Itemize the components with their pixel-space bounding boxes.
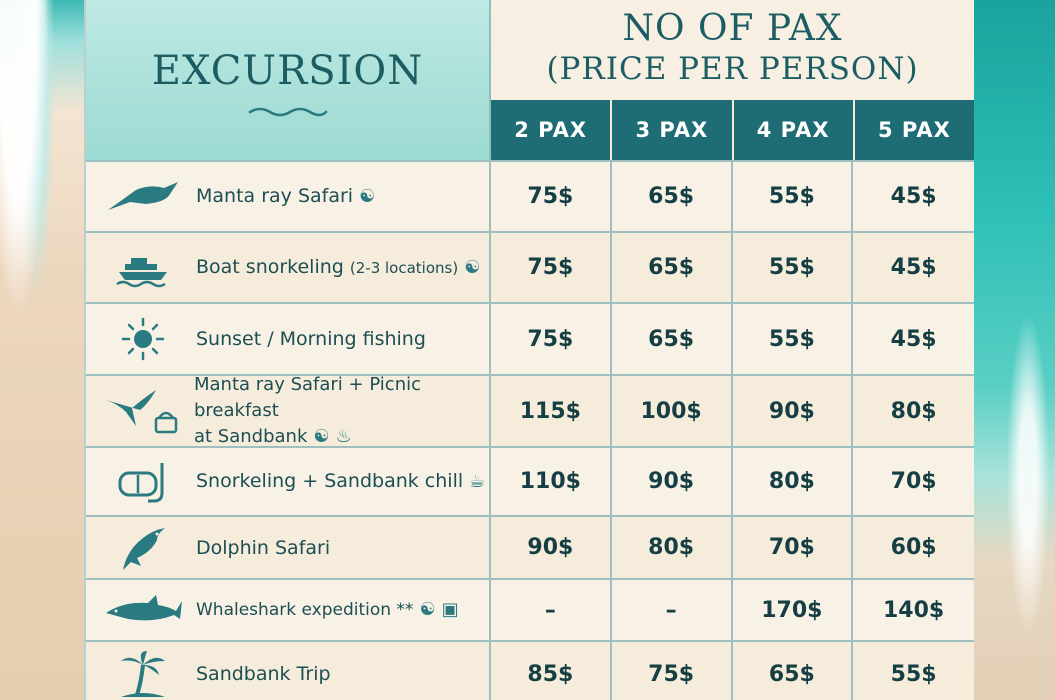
excursion-cell: Whaleshark expedition ** ☯ ▣ — [86, 580, 491, 640]
table-row: Dolphin Safari 90$ 80$ 70$ 60$ — [86, 515, 974, 578]
excursion-header: EXCURSION — [86, 0, 491, 160]
excursion-name: Manta ray Safari + Picnic breakfast at S… — [194, 372, 489, 450]
sun-icon — [104, 313, 182, 365]
excursion-name-text: Manta ray Safari — [196, 185, 354, 207]
table-row: Boat snorkeling (2-3 locations) ☯ 75$ 65$… — [86, 231, 974, 302]
excursion-table: Manta ray Safari ☯ 75$ 65$ 55$ 45$ Boat s… — [86, 160, 974, 700]
manta-ray-picnic-icon — [104, 385, 180, 437]
palm-tree-icon — [104, 648, 182, 700]
table-row: Whaleshark expedition ** ☯ ▣ – – 170$ 140$ — [86, 578, 974, 640]
pax-column-2: 2 PAX — [491, 100, 611, 160]
price-3-pax: 65$ — [612, 162, 733, 231]
price-3-pax: 80$ — [612, 517, 733, 578]
price-2-pax: 75$ — [491, 304, 612, 374]
pax-title: NO OF PAX — [622, 8, 843, 49]
pax-column-5: 5 PAX — [852, 100, 974, 160]
price-4-pax: 55$ — [733, 162, 854, 231]
whaleshark-icon — [104, 584, 182, 636]
excursion-cell: Boat snorkeling (2-3 locations) ☯ — [86, 233, 491, 302]
price-2-pax: – — [491, 580, 612, 640]
price-4-pax: 80$ — [733, 448, 854, 515]
drink-icon: ☕ — [469, 471, 486, 492]
table-row: Manta ray Safari ☯ 75$ 65$ 55$ 45$ — [86, 160, 974, 231]
snorkel-icon — [104, 456, 182, 508]
price-3-pax: – — [612, 580, 733, 640]
dolphin-icon — [104, 522, 182, 574]
price-4-pax: 65$ — [733, 642, 854, 700]
snorkel-mask-icon: ☯ — [359, 186, 376, 207]
price-5-pax: 70$ — [890, 469, 937, 494]
excursion-name-text: Boat snorkeling — [196, 256, 344, 278]
price-2-pax: 110$ — [491, 448, 612, 515]
excursion-name: Sandbank Trip — [196, 663, 331, 685]
excursion-cell: Manta ray Safari ☯ — [86, 162, 491, 231]
snorkel-mask-icon: ☯ — [313, 426, 330, 447]
price-5-pax: 140$ — [883, 597, 945, 623]
cutlery-icon: ♨ — [335, 426, 352, 447]
price-2-pax: 75$ — [491, 233, 612, 302]
price-5-pax: 45$ — [890, 326, 937, 352]
price-4-pax: 55$ — [733, 304, 854, 374]
wave-icon — [248, 107, 327, 117]
excursion-cell: Sunset / Morning fishing — [86, 304, 491, 374]
price-5-pax: 55$ — [890, 661, 937, 687]
excursion-cell: Snorkeling + Sandbank chill ☕ — [86, 448, 491, 515]
excursion-name: Boat snorkeling (2-3 locations) ☯ — [196, 254, 480, 281]
snorkel-mask-icon: ☯ — [419, 599, 436, 620]
table-row: Snorkeling + Sandbank chill ☕ 110$ 90$ 80… — [86, 446, 974, 515]
price-2-pax: 115$ — [491, 376, 612, 446]
snorkel-mask-icon: ☯ — [464, 257, 481, 278]
price-2-pax: 85$ — [491, 642, 612, 700]
price-4-pax: 70$ — [733, 517, 854, 578]
excursion-name-line2: at Sandbank — [194, 426, 308, 447]
manta-ray-icon — [104, 171, 182, 223]
sea-water-background — [965, 0, 1055, 700]
excursion-name: Whaleshark expedition ** ☯ ▣ — [196, 597, 459, 623]
pax-column-3: 3 PAX — [610, 100, 732, 160]
excursion-name: Snorkeling + Sandbank chill ☕ — [196, 468, 485, 495]
price-2-pax: 75$ — [491, 162, 612, 231]
excursion-name-line1: Manta ray Safari + Picnic breakfast — [194, 374, 421, 421]
pax-columns-row: 2 PAX 3 PAX 4 PAX 5 PAX — [491, 100, 974, 160]
camera-icon: ▣ — [441, 599, 459, 620]
excursion-cell: Dolphin Safari — [86, 517, 491, 578]
pax-subtitle: (PRICE PER PERSON) — [546, 51, 919, 87]
table-row: Sandbank Trip 85$ 75$ 65$ 55$ — [86, 640, 974, 700]
excursion-name: Dolphin Safari — [196, 536, 331, 559]
price-3-pax: 65$ — [612, 233, 733, 302]
excursion-cell: Manta ray Safari + Picnic breakfast at S… — [86, 374, 491, 447]
excursion-name-text: Whaleshark expedition ** — [196, 600, 414, 620]
price-4-pax: 55$ — [733, 233, 854, 302]
excursion-name-text: Snorkeling + Sandbank chill — [196, 470, 464, 492]
price-5-pax: 60$ — [890, 535, 937, 560]
pax-column-4: 4 PAX — [731, 100, 853, 160]
excursion-name-note: (2-3 locations) — [349, 259, 459, 277]
price-3-pax: 100$ — [612, 376, 733, 446]
price-3-pax: 90$ — [612, 448, 733, 515]
price-3-pax: 75$ — [612, 642, 733, 700]
excursion-name: Manta ray Safari ☯ — [196, 183, 375, 210]
excursion-cell: Sandbank Trip — [86, 642, 491, 700]
price-4-pax: 170$ — [733, 580, 854, 640]
table-row: Sunset / Morning fishing 75$ 65$ 55$ 45$ — [86, 302, 974, 374]
boat-icon — [104, 242, 182, 294]
pax-header: NO OF PAX (PRICE PER PERSON) — [491, 0, 974, 100]
price-5-pax: 80$ — [890, 398, 937, 424]
table-row: Manta ray Safari + Picnic breakfast at S… — [86, 374, 974, 447]
price-3-pax: 65$ — [612, 304, 733, 374]
beach-sand-background — [0, 0, 90, 700]
price-board: EXCURSION NO OF PAX (PRICE PER PERSON) 2… — [84, 0, 974, 700]
price-5-pax: 45$ — [890, 255, 937, 280]
excursion-name: Sunset / Morning fishing — [196, 328, 426, 350]
price-4-pax: 90$ — [733, 376, 854, 446]
excursion-title: EXCURSION — [151, 48, 424, 94]
price-5-pax: 45$ — [890, 184, 937, 209]
price-2-pax: 90$ — [491, 517, 612, 578]
